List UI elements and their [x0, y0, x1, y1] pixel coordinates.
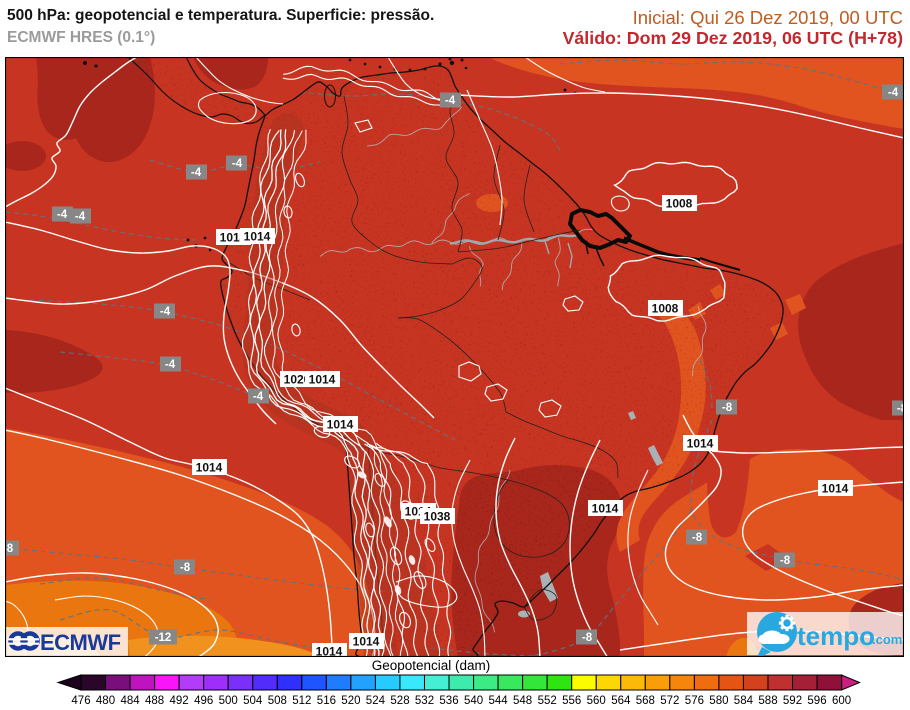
svg-text:560: 560 — [587, 695, 606, 707]
svg-text:496: 496 — [194, 695, 213, 707]
svg-text:568: 568 — [636, 695, 655, 707]
svg-text:-8: -8 — [692, 532, 703, 544]
svg-text:596: 596 — [807, 695, 826, 707]
svg-text:1014: 1014 — [687, 437, 714, 451]
svg-text:536: 536 — [439, 695, 458, 707]
svg-text:572: 572 — [660, 695, 679, 707]
svg-text:488: 488 — [145, 695, 164, 707]
svg-text:532: 532 — [415, 695, 434, 707]
svg-text:1014: 1014 — [822, 482, 849, 496]
svg-text:1014: 1014 — [220, 231, 247, 245]
svg-text:476: 476 — [71, 695, 90, 707]
svg-text:-8: -8 — [780, 555, 791, 567]
svg-text:.com: .com — [872, 632, 902, 647]
svg-text:-8: -8 — [897, 403, 904, 415]
svg-text:-12: -12 — [155, 632, 172, 644]
svg-text:540: 540 — [464, 695, 483, 707]
svg-text:-8: -8 — [180, 562, 191, 574]
svg-text:492: 492 — [170, 695, 189, 707]
svg-text:580: 580 — [709, 695, 728, 707]
svg-text:512: 512 — [292, 695, 311, 707]
svg-text:1014: 1014 — [327, 418, 354, 432]
svg-text:520: 520 — [341, 695, 360, 707]
svg-text:576: 576 — [685, 695, 704, 707]
svg-text:500: 500 — [219, 695, 238, 707]
svg-text:1020: 1020 — [284, 373, 311, 387]
svg-text:564: 564 — [611, 695, 631, 707]
svg-text:-4: -4 — [57, 209, 68, 221]
svg-text:-4: -4 — [75, 211, 86, 223]
svg-text:544: 544 — [489, 695, 509, 707]
svg-text:-4: -4 — [160, 306, 171, 318]
svg-text:-8: -8 — [582, 632, 593, 644]
svg-text:552: 552 — [538, 695, 557, 707]
svg-text:548: 548 — [513, 695, 532, 707]
svg-text:1014: 1014 — [244, 230, 271, 244]
svg-text:ECMWF: ECMWF — [40, 630, 121, 655]
svg-text:tempo: tempo — [797, 621, 875, 651]
svg-text:-8: -8 — [722, 402, 733, 414]
svg-text:592: 592 — [783, 695, 802, 707]
svg-text:1014: 1014 — [196, 461, 223, 475]
svg-text:-4: -4 — [191, 167, 202, 179]
svg-text:-8: -8 — [5, 543, 14, 555]
svg-text:480: 480 — [96, 695, 115, 707]
svg-text:1008: 1008 — [652, 302, 679, 316]
svg-text:556: 556 — [562, 695, 581, 707]
svg-text:-4: -4 — [165, 359, 176, 371]
svg-text:1014: 1014 — [309, 373, 336, 387]
svg-text:528: 528 — [390, 695, 409, 707]
svg-text:516: 516 — [317, 695, 336, 707]
svg-text:1014: 1014 — [353, 635, 380, 649]
svg-text:508: 508 — [268, 695, 287, 707]
svg-text:1008: 1008 — [666, 197, 693, 211]
svg-text:1014: 1014 — [592, 502, 619, 516]
svg-text:484: 484 — [121, 695, 141, 707]
svg-text:-4: -4 — [253, 391, 264, 403]
svg-text:584: 584 — [734, 695, 754, 707]
svg-text:-4: -4 — [232, 158, 243, 170]
svg-text:1038: 1038 — [424, 510, 451, 524]
svg-text:504: 504 — [243, 695, 263, 707]
svg-text:524: 524 — [366, 695, 386, 707]
svg-text:600: 600 — [832, 695, 851, 707]
svg-text:588: 588 — [758, 695, 777, 707]
svg-text:-4: -4 — [445, 95, 456, 107]
svg-text:-4: -4 — [888, 87, 899, 99]
svg-text:1014: 1014 — [316, 645, 343, 658]
